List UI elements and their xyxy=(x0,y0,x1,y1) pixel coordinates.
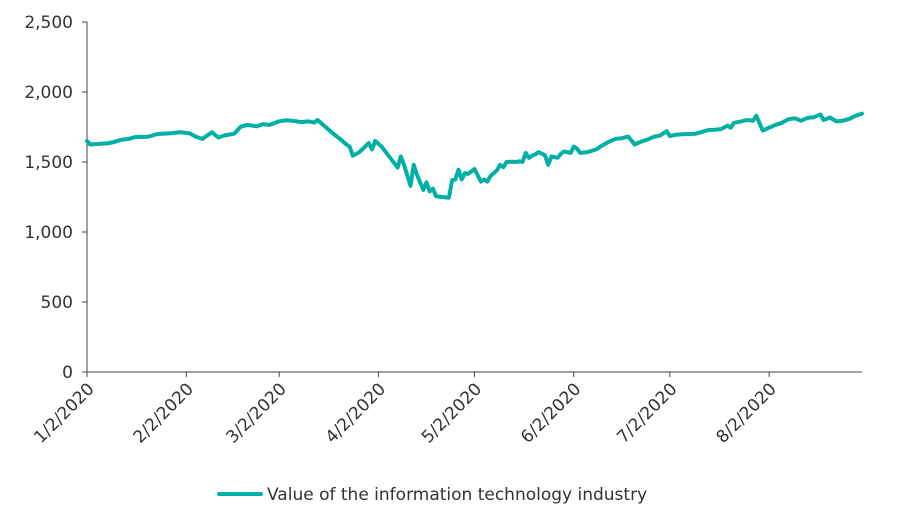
y-axis: 0 500 1,000 1,500 2,000 2,500 xyxy=(24,13,88,383)
x-tick-label: 3/2/2020 xyxy=(223,379,291,447)
x-tick-label: 4/2/2020 xyxy=(322,379,390,447)
y-tick-label: 1,500 xyxy=(24,153,73,173)
series-layer xyxy=(85,111,864,200)
x-tick-label: 7/2/2020 xyxy=(613,379,681,447)
x-tick-label: 5/2/2020 xyxy=(418,379,486,447)
x-tick-label: 8/2/2020 xyxy=(713,379,781,447)
y-tick-label: 2,000 xyxy=(24,83,73,103)
x-tick-label: 2/2/2020 xyxy=(130,379,198,447)
y-tick-label: 0 xyxy=(62,363,73,383)
x-tick-label: 6/2/2020 xyxy=(517,379,585,447)
x-axis: 1/2/2020 2/2/2020 3/2/2020 4/2/2020 5/2/2020… xyxy=(30,371,862,448)
legend-label: Value of the information technology indu… xyxy=(267,485,647,505)
x-tick-label: 1/2/2020 xyxy=(30,379,98,447)
y-tick-label: 2,500 xyxy=(24,13,73,33)
y-tick-label: 500 xyxy=(41,293,73,313)
y-tick-label: 1,000 xyxy=(24,223,73,243)
series-line-0 xyxy=(85,111,864,200)
legend: Value of the information technology indu… xyxy=(217,485,647,505)
